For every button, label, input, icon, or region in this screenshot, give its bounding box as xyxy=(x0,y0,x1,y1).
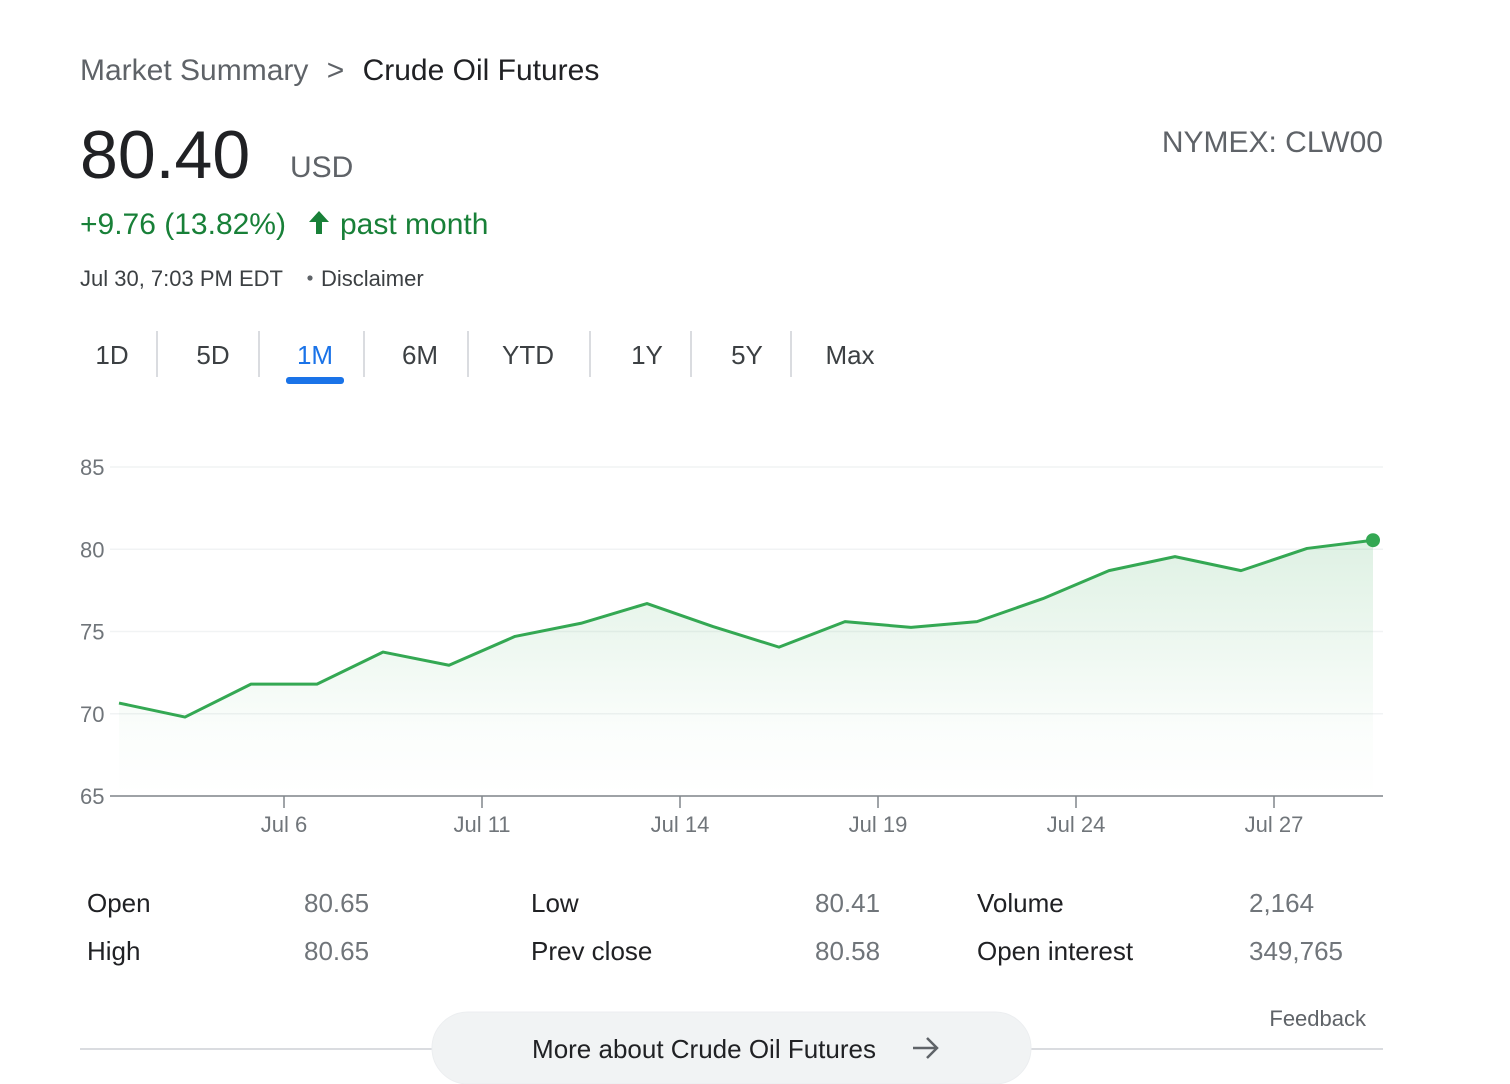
tab[interactable]: 5D xyxy=(196,340,229,370)
exchange: NYMEX: CLW00 xyxy=(1162,126,1383,159)
timestamp: Jul 30, 7:03 PM EDT xyxy=(80,266,283,291)
price: 80.40 xyxy=(80,117,250,193)
tab[interactable]: 6M xyxy=(402,340,438,370)
button-label[interactable]: More about Crude Oil Futures xyxy=(532,1034,876,1064)
stats-table: Open 80.65 Low 80.41 Volume 2,164 High 80.65 Pre… xyxy=(87,888,1343,966)
bullet xyxy=(307,275,313,281)
x-tick-label: Jul 14 xyxy=(651,812,710,837)
tab-indicator xyxy=(286,377,344,384)
up-arrow xyxy=(309,211,329,234)
button-bg[interactable] xyxy=(431,1011,1032,1084)
tab[interactable]: 1M xyxy=(297,340,333,370)
feedback-link[interactable]: Feedback xyxy=(1269,1006,1367,1031)
stat-label: Open xyxy=(87,888,151,918)
range-tabs: 1D 5D 1M 6M YTD 1Y 5Y Max xyxy=(95,331,875,384)
tab[interactable]: Max xyxy=(825,340,874,370)
stat-label: Open interest xyxy=(977,936,1134,966)
stat-label: High xyxy=(87,936,140,966)
stat-label: Low xyxy=(531,888,579,918)
breadcrumb: Market Summary > Crude Oil Futures xyxy=(80,54,599,87)
area xyxy=(119,540,1373,796)
stat-label: Volume xyxy=(977,888,1064,918)
stat-label: Prev close xyxy=(531,936,652,966)
stat-value: 349,765 xyxy=(1249,936,1343,966)
x-tick-label: Jul 11 xyxy=(453,812,510,837)
stat-value: 80.58 xyxy=(815,936,880,966)
y-tick-label: 70 xyxy=(80,702,104,727)
y-tick-label: 65 xyxy=(80,784,104,809)
tab[interactable]: 5Y xyxy=(731,340,763,370)
tab[interactable]: YTD xyxy=(502,340,554,370)
stat-value: 80.65 xyxy=(304,888,369,918)
last-point xyxy=(1366,533,1380,548)
breadcrumb-link[interactable]: Market Summary xyxy=(80,54,308,87)
y-tick-label: 80 xyxy=(80,537,104,562)
stat-value: 80.41 xyxy=(815,888,880,918)
x-tick-label: Jul 27 xyxy=(1245,812,1304,837)
y-tick-label: 75 xyxy=(80,620,104,645)
line xyxy=(118,538,1374,719)
button-arrow xyxy=(913,1037,939,1059)
x-tick-label: Jul 6 xyxy=(261,812,307,837)
chart: 65 70 75 80 85 Jul 6 Jul 11 Jul 14 Jul 19 Jul 24 J… xyxy=(80,455,1383,837)
x-tick-label: Jul 19 xyxy=(849,812,908,837)
stat-value: 2,164 xyxy=(1249,888,1314,918)
tab[interactable]: 1Y xyxy=(631,340,663,370)
breadcrumb-current: Crude Oil Futures xyxy=(363,54,600,87)
change: +9.76 (13.82%) xyxy=(80,208,286,241)
tab[interactable]: 1D xyxy=(95,340,128,370)
stat-value: 80.65 xyxy=(304,936,369,966)
change-period: past month xyxy=(340,208,488,241)
y-tick-label: 85 xyxy=(80,455,104,480)
x-tick-label: Jul 24 xyxy=(1047,812,1106,837)
disclaimer-link[interactable]: Disclaimer xyxy=(321,266,424,291)
breadcrumb-separator: > xyxy=(327,54,345,87)
more-button[interactable]: More about Crude Oil Futures xyxy=(431,1011,1032,1084)
currency: USD xyxy=(290,151,353,184)
